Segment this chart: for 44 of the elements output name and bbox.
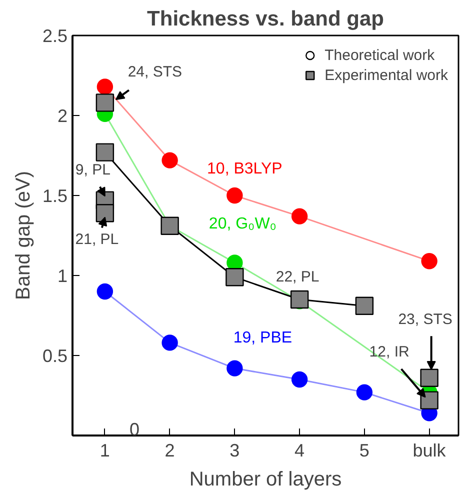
point <box>96 283 114 300</box>
point <box>96 94 114 112</box>
x-axis-title: Number of layers <box>189 468 342 490</box>
point <box>226 360 243 376</box>
point <box>226 268 244 286</box>
y-tick-label: 2 <box>57 106 68 126</box>
annotation: 23, STS <box>398 310 452 328</box>
point <box>355 296 374 315</box>
annotation: 9, PL <box>75 161 110 178</box>
point <box>420 391 438 410</box>
y-tick-label: 1 <box>57 266 68 286</box>
point <box>291 371 308 388</box>
point <box>162 152 178 168</box>
point <box>162 334 178 351</box>
series-label: 20, G₀W₀ <box>208 216 276 233</box>
x-tick-label: 4 <box>294 440 305 460</box>
y-tick-label: 0.5 <box>42 346 68 366</box>
annotation: 21, PL <box>75 231 119 248</box>
x-tick-label: bulk <box>412 440 447 460</box>
legend-label: Theoretical work <box>324 46 435 64</box>
series-label: 19, PBE <box>233 329 292 346</box>
point <box>226 187 243 204</box>
point <box>290 290 309 309</box>
y-axis-title: Band gap (eV) <box>12 171 34 300</box>
annotation: 24, STS <box>128 64 182 81</box>
y-tick-label: 1.5 <box>42 186 68 206</box>
x-tick-label: 5 <box>359 440 370 460</box>
point <box>420 368 438 387</box>
x-tick-label: 3 <box>230 440 240 460</box>
annotation: 22, PL <box>276 268 320 286</box>
x-tick-label: 1 <box>100 440 110 460</box>
point <box>96 204 114 222</box>
point <box>96 143 114 162</box>
y-tick-label: 2.5 <box>42 26 68 46</box>
point <box>96 78 114 95</box>
annotation: 12, IR <box>369 343 410 360</box>
x-tick-label: 2 <box>164 440 175 460</box>
annotation: 0 <box>129 420 140 440</box>
legend-label: Experimental work <box>324 66 448 84</box>
point <box>421 253 438 270</box>
chart-title: Thickness vs. band gap <box>147 8 384 30</box>
series-label: 10, B3LYP <box>207 160 282 178</box>
point <box>356 384 373 400</box>
point <box>291 208 308 224</box>
